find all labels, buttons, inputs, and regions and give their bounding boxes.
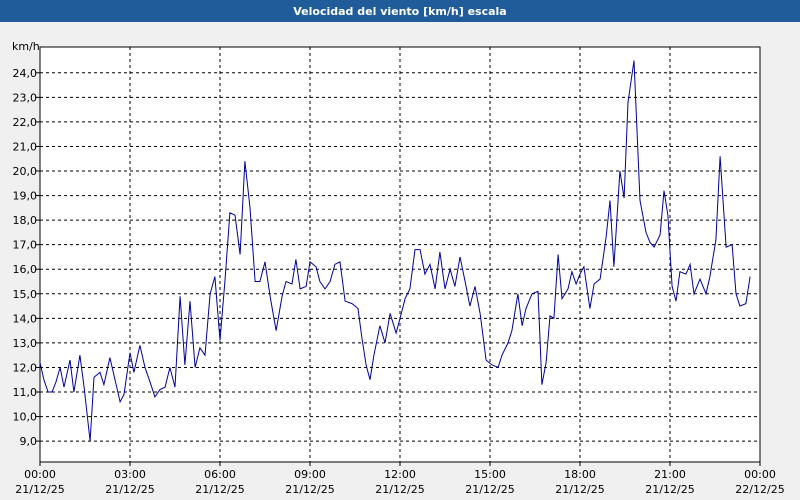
x-tick-label-line: 00:00 — [744, 468, 776, 481]
x-tick-label-line: 21/12/25 — [105, 483, 154, 496]
x-tick-label: 06:00 21/12/25 — [195, 468, 244, 496]
y-tick-label: 19,0 — [13, 190, 38, 203]
y-tick-label: 17,0 — [13, 239, 38, 252]
x-tick-label-line: 21/12/25 — [465, 483, 514, 496]
y-tick-label: 21,0 — [13, 140, 38, 153]
y-tick-label: 9,0 — [20, 435, 38, 448]
x-tick-label-line: 21/12/25 — [555, 483, 604, 496]
title-bar — [0, 0, 800, 22]
x-tick-label-line: 21/12/25 — [645, 483, 694, 496]
x-tick-label-line: 21/12/25 — [285, 483, 334, 496]
x-tick-label-line: 09:00 — [294, 468, 326, 481]
x-tick-label: 12:00 21/12/25 — [375, 468, 424, 496]
x-tick-label: 03:00 21/12/25 — [105, 468, 154, 496]
y-tick-label: 14,0 — [13, 312, 38, 325]
x-tick-label-line: 06:00 — [204, 468, 236, 481]
y-tick-label: 18,0 — [13, 214, 38, 227]
y-tick-label: 23,0 — [13, 91, 38, 104]
y-tick-label: 20,0 — [13, 165, 38, 178]
chart-title: Velocidad del viento [km/h] escala — [293, 5, 506, 18]
x-tick-label: 21:00 21/12/25 — [645, 468, 694, 496]
x-tick-label-line: 03:00 — [114, 468, 146, 481]
x-tick-label: 09:00 21/12/25 — [285, 468, 334, 496]
y-tick-label: 11,0 — [13, 386, 38, 399]
x-tick-label-line: 22/12/25 — [735, 483, 784, 496]
y-tick-label: 15,0 — [13, 288, 38, 301]
x-tick-label-line: 12:00 — [384, 468, 416, 481]
x-tick-label-line: 21/12/25 — [375, 483, 424, 496]
x-tick-label-line: 21/12/25 — [195, 483, 244, 496]
x-tick-label-line: 21/12/25 — [15, 483, 64, 496]
y-tick-label: 10,0 — [13, 411, 38, 424]
x-tick-label-line: 00:00 — [24, 468, 56, 481]
x-tick-label-line: 18:00 — [564, 468, 596, 481]
x-tick-label-line: 15:00 — [474, 468, 506, 481]
plot-area — [39, 46, 761, 463]
x-tick-label: 00:00 22/12/25 — [735, 468, 784, 496]
y-tick-label: 24,0 — [13, 67, 38, 80]
x-tick-label: 15:00 21/12/25 — [465, 468, 514, 496]
x-tick-label: 00:00 21/12/25 — [15, 468, 64, 496]
y-tick-label: 16,0 — [13, 263, 38, 276]
y-tick-label: 13,0 — [13, 337, 38, 350]
y-tick-label: 12,0 — [13, 361, 38, 374]
y-unit: km/h — [12, 40, 40, 53]
x-tick-label: 18:00 21/12/25 — [555, 468, 604, 496]
x-tick-label-line: 21:00 — [654, 468, 686, 481]
y-tick-label: 22,0 — [13, 116, 38, 129]
data-line — [39, 60, 751, 442]
